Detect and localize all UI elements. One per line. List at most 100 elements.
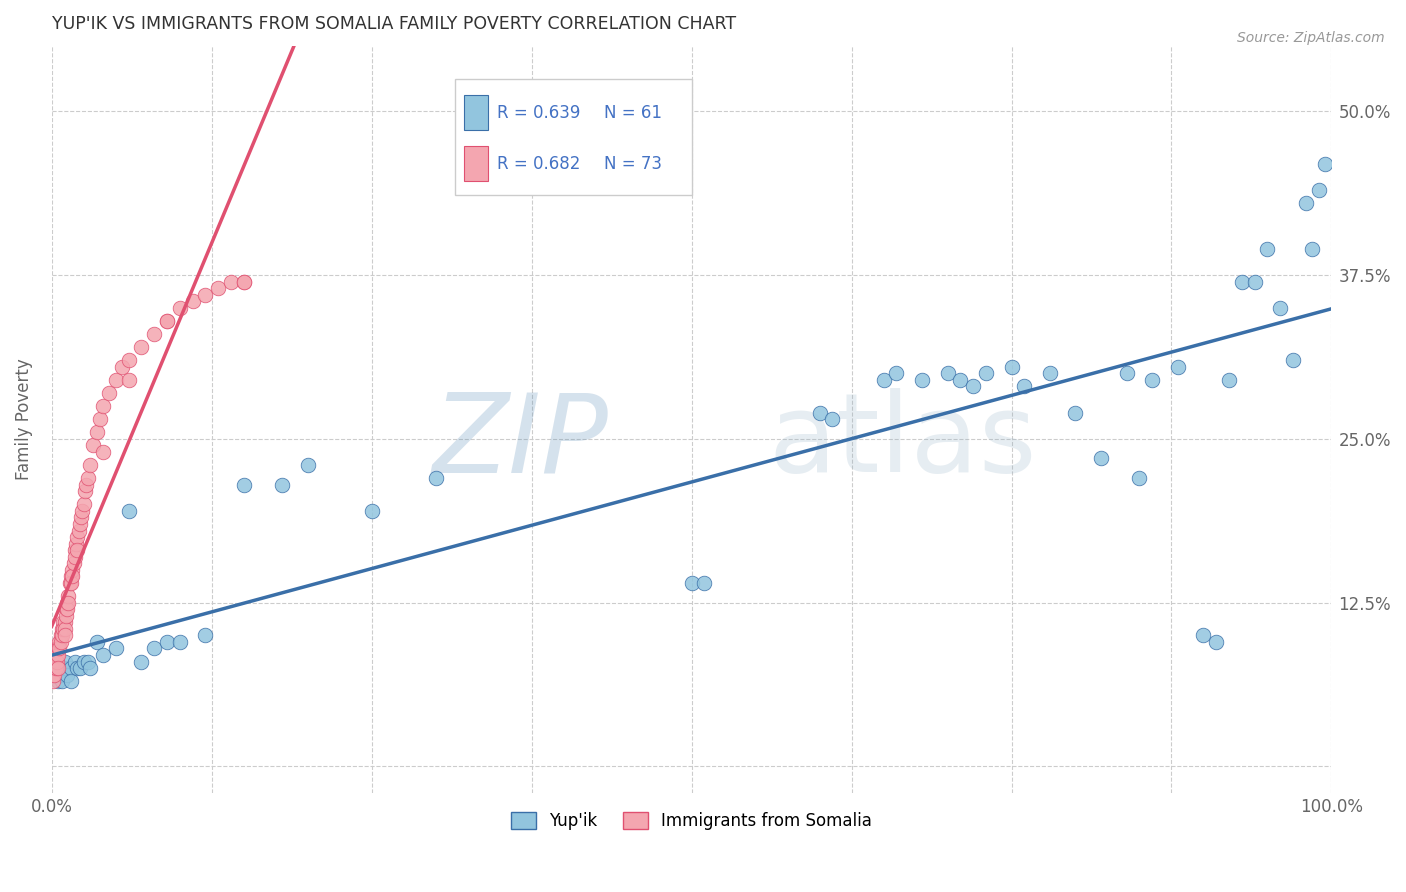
Point — [911, 373, 934, 387]
Point — [42, 661, 65, 675]
Point — [45, 661, 67, 675]
Point — [49, 635, 72, 649]
Point — [104, 373, 127, 387]
Point — [59, 576, 82, 591]
Point — [49, 628, 72, 642]
Point — [117, 504, 139, 518]
Point — [131, 340, 153, 354]
Point — [98, 386, 121, 401]
Point — [1014, 379, 1036, 393]
Point — [821, 412, 844, 426]
Point — [1308, 183, 1330, 197]
Point — [53, 661, 76, 675]
Point — [1128, 471, 1150, 485]
Point — [1000, 359, 1022, 374]
Point — [89, 412, 111, 426]
Point — [156, 635, 179, 649]
Point — [1218, 373, 1240, 387]
Point — [49, 667, 72, 681]
Point — [76, 471, 98, 485]
Point — [86, 425, 108, 440]
Point — [194, 287, 217, 301]
Point — [59, 661, 82, 675]
Point — [48, 635, 70, 649]
Point — [76, 655, 98, 669]
Point — [79, 661, 101, 675]
Point — [60, 569, 83, 583]
Point — [70, 510, 93, 524]
Point — [59, 569, 82, 583]
Point — [693, 576, 716, 591]
Point — [45, 661, 67, 675]
Point — [48, 641, 70, 656]
Point — [44, 655, 66, 669]
Point — [45, 641, 67, 656]
Point — [73, 497, 96, 511]
Point — [63, 655, 86, 669]
Point — [52, 622, 75, 636]
Point — [1295, 195, 1317, 210]
Point — [949, 373, 972, 387]
Text: ZIP: ZIP — [433, 388, 609, 495]
Point — [219, 275, 242, 289]
Point — [974, 366, 997, 380]
Point — [86, 635, 108, 649]
Point — [44, 667, 66, 681]
Point — [156, 314, 179, 328]
Point — [1313, 156, 1336, 170]
Point — [194, 628, 217, 642]
Point — [181, 294, 204, 309]
Point — [156, 314, 179, 328]
Point — [55, 608, 77, 623]
Point — [60, 563, 83, 577]
Point — [232, 275, 254, 289]
Point — [1282, 353, 1305, 368]
Point — [58, 596, 80, 610]
Point — [75, 477, 97, 491]
Point — [73, 484, 96, 499]
Point — [53, 622, 76, 636]
Legend: Yup'ik, Immigrants from Somalia: Yup'ik, Immigrants from Somalia — [505, 805, 879, 837]
Point — [79, 458, 101, 472]
Point — [1090, 451, 1112, 466]
Point — [1205, 635, 1227, 649]
Text: YUP'IK VS IMMIGRANTS FROM SOMALIA FAMILY POVERTY CORRELATION CHART: YUP'IK VS IMMIGRANTS FROM SOMALIA FAMILY… — [52, 15, 735, 33]
Point — [82, 438, 104, 452]
Point — [872, 373, 894, 387]
Point — [1039, 366, 1062, 380]
Point — [59, 576, 82, 591]
Point — [91, 648, 114, 662]
Point — [45, 655, 67, 669]
Point — [63, 543, 86, 558]
Point — [143, 326, 166, 341]
Point — [66, 530, 89, 544]
Point — [360, 504, 382, 518]
Point — [65, 536, 87, 550]
Point — [53, 628, 76, 642]
Point — [169, 301, 191, 315]
Point — [59, 674, 82, 689]
Point — [69, 516, 91, 531]
Point — [962, 379, 984, 393]
Point — [117, 373, 139, 387]
Text: atlas: atlas — [768, 388, 1036, 495]
Point — [808, 406, 831, 420]
Point — [46, 648, 69, 662]
Point — [232, 275, 254, 289]
Point — [143, 641, 166, 656]
Point — [52, 615, 75, 630]
Point — [63, 549, 86, 564]
Point — [42, 674, 65, 689]
Point — [46, 674, 69, 689]
Point — [91, 445, 114, 459]
Point — [232, 477, 254, 491]
Point — [56, 602, 79, 616]
Point — [1064, 406, 1087, 420]
Point — [44, 661, 66, 675]
Point — [56, 596, 79, 610]
Point — [207, 281, 229, 295]
Point — [1192, 628, 1215, 642]
Point — [104, 641, 127, 656]
Point — [42, 667, 65, 681]
Point — [72, 504, 94, 518]
